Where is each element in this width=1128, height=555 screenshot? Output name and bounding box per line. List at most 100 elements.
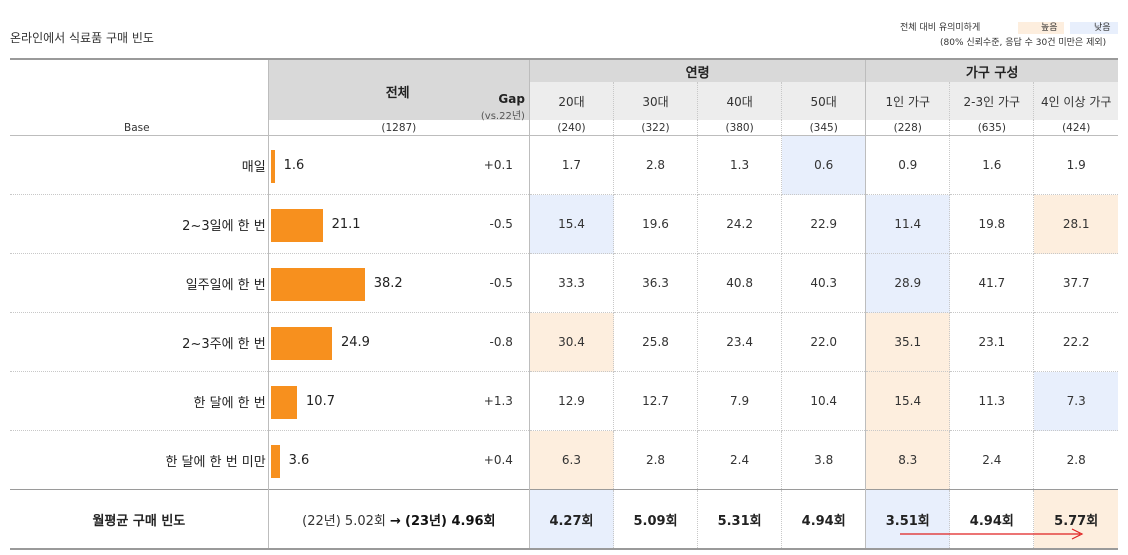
cell-value: 37.7 — [1033, 253, 1118, 313]
gap-value: +0.4 — [483, 453, 513, 467]
total-bar — [270, 268, 365, 301]
legend: 전체 대비 유의미하게 높음 낮음 (80% 신뢰수준, 응답 수 30건 미만… — [900, 21, 1120, 48]
total-value: 24.9 — [340, 335, 370, 350]
cell-value: 28.1 — [1033, 194, 1118, 254]
header-gap-sub: (vs.22년) — [480, 111, 525, 122]
header-col-50s: 50대 — [781, 82, 867, 120]
header-blank — [10, 58, 269, 120]
header-total-label: 전체 — [385, 86, 410, 101]
cell-value: 19.8 — [949, 194, 1035, 254]
cell-value: 1.9 — [1033, 135, 1118, 195]
footer-row: 월평균 구매 빈도 (22년) 5.02회 → (23년) 4.96회 4.27… — [10, 489, 1118, 550]
trend-arrow-icon — [900, 528, 1084, 540]
base-value: (380) — [697, 120, 783, 136]
cell-value: 15.4 — [529, 194, 615, 254]
row-label: 2~3일에 한 번 — [10, 194, 269, 254]
row-label: 매일 — [10, 135, 269, 195]
base-value: (635) — [949, 120, 1035, 136]
cell-value: 40.8 — [697, 253, 783, 313]
row-label: 한 달에 한 번 미만 — [10, 430, 269, 490]
cell-value: 40.3 — [781, 253, 867, 313]
cell-value: 24.2 — [697, 194, 783, 254]
footer-value: 5.31회 — [697, 489, 783, 550]
row-total: 21.1 -0.5 — [268, 194, 530, 254]
total-value: 1.6 — [283, 158, 305, 173]
cell-value: 8.3 — [865, 430, 951, 490]
total-bar — [270, 150, 275, 183]
cell-value: 35.1 — [865, 312, 951, 372]
cell-value: 23.4 — [697, 312, 783, 372]
table-row: 2~3주에 한 번 24.9 -0.8 30.4 25.8 23.4 22.0 … — [10, 312, 1118, 372]
table-row: 일주일에 한 번 38.2 -0.5 33.3 36.3 40.8 40.3 2… — [10, 253, 1118, 313]
cell-value: 25.8 — [613, 312, 699, 372]
cell-value: 22.9 — [781, 194, 867, 254]
cell-value: 19.6 — [613, 194, 699, 254]
table-row: 한 달에 한 번 미만 3.6 +0.4 6.3 2.8 2.4 3.8 8.3… — [10, 430, 1118, 490]
footer-prev: (22년) 5.02회 — [302, 513, 386, 529]
base-value: (240) — [529, 120, 615, 136]
header-household-group: 가구 구성 — [865, 58, 1118, 82]
base-value: (322) — [613, 120, 699, 136]
row-label: 한 달에 한 번 — [10, 371, 269, 431]
table-row: 매일 1.6 +0.1 1.7 2.8 1.3 0.6 0.9 1.6 1.9 — [10, 135, 1118, 195]
cell-value: 7.9 — [697, 371, 783, 431]
cell-value: 15.4 — [865, 371, 951, 431]
total-value: 21.1 — [331, 217, 361, 232]
body-rows: 매일 1.6 +0.1 1.7 2.8 1.3 0.6 0.9 1.6 1.9 … — [10, 135, 1118, 490]
gap-value: +0.1 — [483, 158, 513, 172]
footer-value: 4.94회 — [781, 489, 867, 550]
base-label: Base — [10, 120, 269, 136]
row-total: 1.6 +0.1 — [268, 135, 530, 195]
header-total: 전체 Gap (vs.22년) — [268, 58, 530, 122]
cell-value: 6.3 — [529, 430, 615, 490]
cell-value: 41.7 — [949, 253, 1035, 313]
row-total: 38.2 -0.5 — [268, 253, 530, 313]
footer-value: 5.77회 — [1033, 489, 1118, 550]
footer-value: 4.27회 — [529, 489, 615, 550]
cell-value: 2.8 — [1066, 453, 1086, 467]
row-total: 3.6 +0.4 — [268, 430, 530, 490]
cell-value: 1.6 — [949, 135, 1035, 195]
cell-value: 33.3 — [529, 253, 615, 313]
cell-value: 2.4 — [949, 430, 1035, 490]
footer-total: (22년) 5.02회 → (23년) 4.96회 — [268, 489, 530, 550]
cell-value: 22.2 — [1033, 312, 1118, 372]
header-gap-label: Gap — [498, 92, 525, 106]
total-bar — [270, 209, 323, 242]
total-bar — [270, 386, 298, 419]
base-value: (228) — [865, 120, 951, 136]
header-age-group: 연령 — [529, 58, 867, 82]
row-total: 24.9 -0.8 — [268, 312, 530, 372]
row-label: 일주일에 한 번 — [10, 253, 269, 313]
cell-value: 12.9 — [529, 371, 615, 431]
legend-high-swatch — [1018, 22, 1064, 34]
total-value: 38.2 — [373, 276, 403, 291]
footer-label: 월평균 구매 빈도 — [10, 489, 269, 550]
row-total: 10.7 +1.3 — [268, 371, 530, 431]
legend-label: 전체 대비 유의미하게 — [900, 23, 981, 33]
legend-high-label: 높음 — [1041, 23, 1058, 33]
total-bar — [270, 445, 280, 478]
cell-value: 2.8 — [613, 135, 699, 195]
footer-value: 3.51회 — [865, 489, 951, 550]
footer-curr: (23년) 4.96회 — [405, 513, 496, 529]
base-value: (424) — [1033, 120, 1118, 136]
footer-value: 4.94회 — [949, 489, 1035, 550]
cell-value: 3.8 — [781, 430, 867, 490]
cell-value: 36.3 — [613, 253, 699, 313]
gap-value: -0.5 — [489, 217, 513, 231]
cell-value: 28.9 — [865, 253, 951, 313]
header-col-2-3person: 2-3인 가구 — [949, 82, 1035, 120]
table-row: 한 달에 한 번 10.7 +1.3 12.9 12.7 7.9 10.4 15… — [10, 371, 1118, 431]
legend-low-label: 낮음 — [1094, 23, 1111, 33]
cell-value: 2.4 — [697, 430, 783, 490]
legend-note: (80% 신뢰수준, 응답 수 30건 미만은 제외) — [940, 38, 1107, 48]
footer-value: 5.09회 — [613, 489, 699, 550]
cell-value: 10.4 — [781, 371, 867, 431]
table-row: 2~3일에 한 번 21.1 -0.5 15.4 19.6 24.2 22.9 … — [10, 194, 1118, 254]
row-label: 2~3주에 한 번 — [10, 312, 269, 372]
cell-value: 7.3 — [1033, 371, 1118, 431]
base-value: (345) — [781, 120, 867, 136]
base-total: (1287) — [268, 120, 530, 136]
cell-value: 1.7 — [529, 135, 615, 195]
